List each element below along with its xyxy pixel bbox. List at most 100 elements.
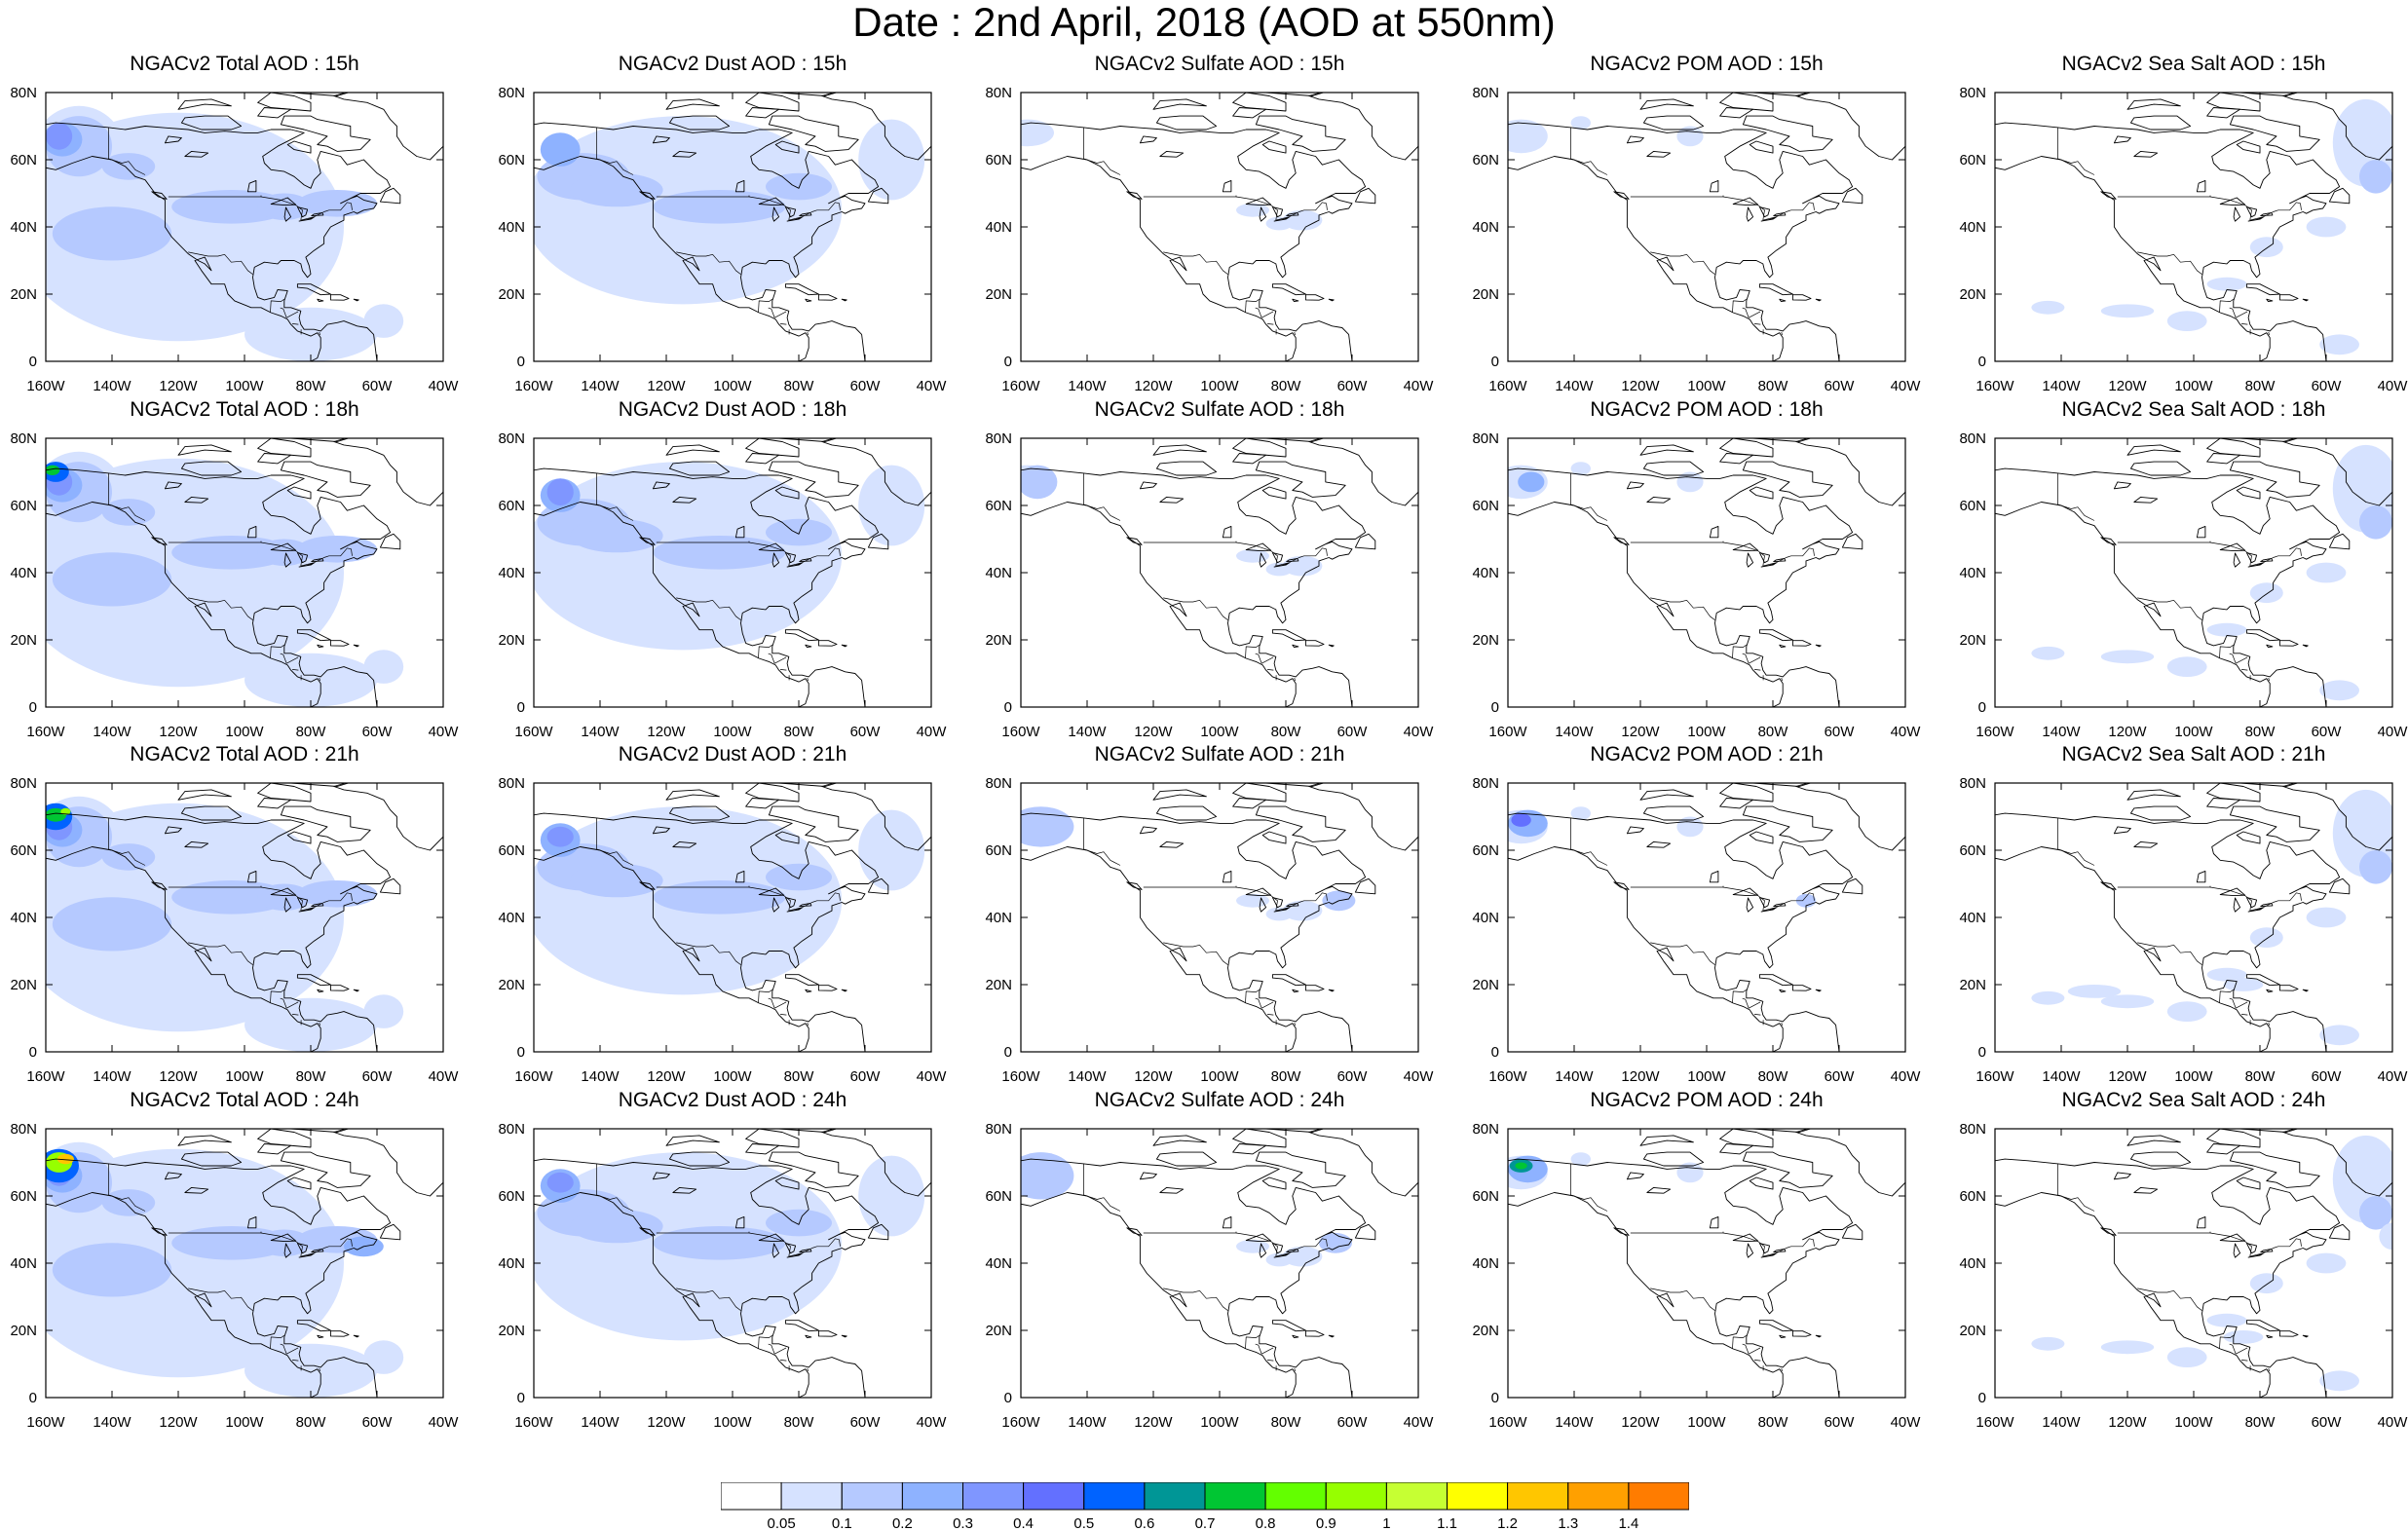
country-border — [2137, 1288, 2202, 1311]
country-border — [1650, 1288, 1715, 1311]
coastline-island — [784, 283, 819, 296]
coastline-north-america — [1995, 122, 2341, 361]
coastline-island — [1791, 640, 1812, 647]
lake-outline — [1746, 552, 1754, 568]
lake-outline — [1259, 1243, 1267, 1258]
coastline-island — [2278, 294, 2299, 301]
coastline-island — [1155, 115, 1218, 131]
y-tick-label: 0 — [1978, 354, 1986, 370]
coastline-island — [504, 837, 513, 840]
y-tick-label: 20N — [1472, 977, 1499, 993]
x-tick-label: 160W — [1488, 724, 1527, 740]
coastline-island — [2206, 783, 2261, 803]
map-panel: NGACv2 Total AOD : 15h 160W 140W 120W 100W 80… — [10, 54, 502, 395]
coastline-island — [1749, 486, 1774, 500]
lake-outline — [2133, 150, 2159, 158]
coastline-island — [1758, 1320, 1793, 1332]
country-border — [1083, 817, 1121, 866]
colorbar-label: 1.4 — [1618, 1515, 1638, 1531]
y-tick-label: 20N — [1959, 1323, 1986, 1339]
x-tick-label: 140W — [1555, 378, 1594, 394]
aod-patch — [171, 1226, 291, 1260]
x-tick-label: 40W — [2378, 1414, 2408, 1431]
country-border — [596, 472, 634, 521]
axes: 160W 140W 120W 100W 80W 60W 40W 80N 60N 40N 20N 0 — [10, 775, 459, 1085]
lake-outline — [1222, 870, 1232, 883]
map-plot: 160W 140W 120W 100W 80W 60W 40W 80N 60N 40N 20N 0 — [10, 430, 459, 740]
coastline-island — [1328, 298, 1335, 302]
y-tick-label: 40N — [498, 565, 525, 581]
coastline-island — [1613, 191, 1630, 200]
lake-outline — [672, 1186, 697, 1194]
coastline-island — [1749, 140, 1774, 154]
aod-patch — [2359, 850, 2392, 884]
country-border — [1722, 886, 1815, 912]
country-border — [2229, 307, 2248, 318]
aod-patch — [653, 536, 786, 570]
aod-patch — [60, 807, 71, 815]
colorbar-label: 1.2 — [1497, 1515, 1518, 1531]
map-panel: NGACv2 Dust AOD : 15h 160W 140W 120W 100W 80W… — [498, 54, 990, 395]
x-tick-label: 80W — [1271, 1414, 1302, 1431]
country-border — [768, 1343, 787, 1355]
x-tick-label: 140W — [1068, 1068, 1107, 1085]
x-tick-label: 60W — [2312, 1068, 2343, 1085]
x-tick-label: 120W — [1134, 1414, 1173, 1431]
x-tick-label: 100W — [225, 1068, 264, 1085]
coastline-island — [2245, 629, 2280, 642]
aod-patch — [1236, 1239, 1269, 1253]
x-tick-label: 160W — [26, 1068, 65, 1085]
coastline-island — [867, 1223, 889, 1241]
aod-field — [2031, 1135, 2392, 1392]
coastlines — [504, 1129, 931, 1398]
coastline-island — [1155, 461, 1218, 476]
lake-outline — [1222, 179, 1232, 193]
lake-outline — [270, 542, 297, 552]
y-tick-label: 60N — [498, 152, 525, 168]
x-tick-label: 140W — [1555, 1068, 1594, 1085]
x-tick-label: 120W — [2108, 1414, 2147, 1431]
coastline-island — [180, 805, 243, 821]
lake-outline — [296, 552, 309, 564]
aod-patch — [2067, 985, 2122, 998]
coastline-island — [2245, 283, 2280, 296]
aod-patch — [1021, 1152, 1074, 1200]
coastline-island — [768, 115, 859, 152]
map-plot: 160W 140W 120W 100W 80W 60W 40W 80N 60N 40N 20N 0 — [10, 775, 459, 1085]
coastlines — [46, 93, 443, 361]
country-border — [1781, 677, 1783, 682]
country-border — [1294, 331, 1296, 336]
coastlines — [46, 438, 443, 707]
aod-patch — [570, 863, 663, 898]
coastline-island — [2229, 115, 2320, 152]
country-border — [1294, 1367, 1296, 1372]
coastline-island — [1271, 283, 1306, 296]
country-border — [1163, 942, 1228, 965]
country-border — [676, 251, 741, 275]
x-tick-label: 140W — [1555, 724, 1594, 740]
lake-outline — [1626, 135, 1644, 144]
coastline-island — [1719, 783, 1774, 803]
coastline-island — [1613, 537, 1630, 545]
coastline-island — [151, 881, 168, 890]
lake-outline — [1709, 870, 1719, 883]
x-tick-label: 160W — [1975, 724, 2014, 740]
lake-outline — [1222, 525, 1232, 539]
lake-outline — [1646, 150, 1672, 158]
country-border — [807, 1367, 809, 1372]
country-border — [280, 653, 299, 664]
country-border — [2240, 669, 2248, 671]
coastline-island — [296, 629, 331, 642]
map-panel: NGACv2 POM AOD : 21h 160W 140W 120W 100W 80W 6… — [1472, 744, 1964, 1086]
coastline-island — [1613, 1227, 1630, 1236]
x-tick-label: 60W — [1825, 724, 1856, 740]
coastline-island — [805, 989, 812, 993]
colorbar-box — [962, 1482, 1025, 1511]
coastline-island — [317, 1334, 324, 1339]
coastline-island — [1261, 140, 1287, 154]
lake-outline — [2196, 870, 2206, 883]
country-border — [2209, 196, 2302, 221]
y-tick-label: 20N — [498, 632, 525, 649]
colorbar-box — [1264, 1482, 1327, 1511]
coastline-island — [504, 1182, 513, 1185]
